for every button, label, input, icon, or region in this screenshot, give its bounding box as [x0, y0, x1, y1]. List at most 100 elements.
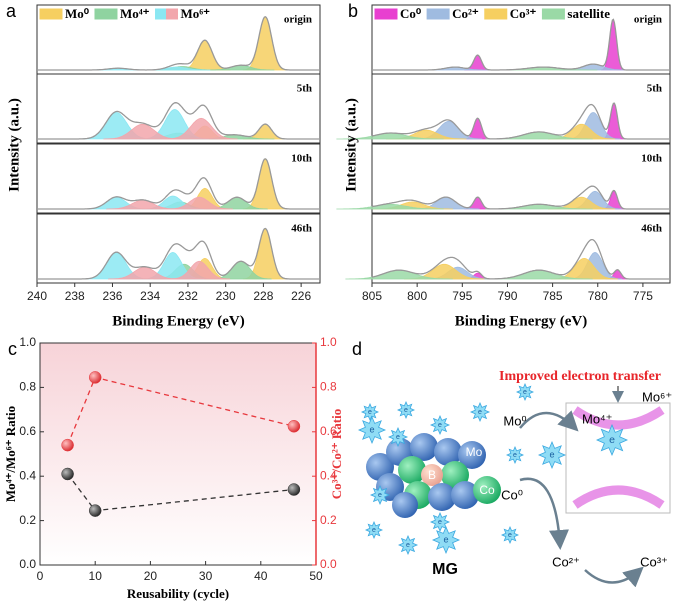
subplot-label: 10th — [291, 153, 312, 165]
y-axis-label: Mo⁴⁺/Mo⁶⁺ Ratio — [3, 406, 18, 502]
state-label: Mo⁶⁺ — [642, 389, 672, 404]
panel-letter: b — [348, 1, 358, 21]
fit-envelope — [372, 18, 670, 71]
legend-swatch — [166, 8, 179, 20]
electron-label: e — [443, 534, 448, 544]
state-label: Co²⁺ — [552, 554, 580, 569]
electron-label: e — [513, 452, 517, 459]
electron — [431, 525, 461, 555]
material-label: MG — [432, 561, 458, 578]
y2-tick-label: 0.0 — [320, 557, 337, 571]
subplot-label: 5th — [647, 83, 662, 95]
x-tick-label: 800 — [407, 289, 427, 303]
x-tick-label: 20 — [144, 569, 158, 583]
subplot-frame — [36, 143, 321, 214]
y-tick-label: 0.6 — [19, 424, 36, 438]
legend-swatch — [155, 8, 168, 20]
atom-label: B — [428, 468, 436, 482]
fit-peak — [103, 123, 182, 140]
y-tick-label: 0.8 — [19, 380, 36, 394]
electron — [360, 402, 380, 422]
subplot-label: origin — [284, 14, 312, 26]
legend-swatch — [39, 8, 63, 20]
x-tick-label: 230 — [216, 289, 236, 303]
data-point — [61, 467, 74, 481]
x-tick-label: 805 — [362, 289, 382, 303]
x-axis-label: Reusability (cycle) — [127, 586, 229, 601]
fit-peak — [179, 40, 231, 71]
electron — [369, 484, 391, 506]
x-tick-label: 232 — [178, 289, 198, 303]
electron — [469, 401, 491, 423]
diagram-title: Improved electron transfer — [499, 369, 661, 384]
electron — [429, 414, 451, 436]
electron-label: e — [438, 519, 442, 526]
x-tick-label: 795 — [452, 289, 472, 303]
y2-tick-label: 0.2 — [320, 513, 337, 527]
x-tick-label: 790 — [497, 289, 517, 303]
y2-tick-label: 1.0 — [320, 335, 337, 349]
fit-envelope — [37, 102, 320, 140]
y2-axis-label: Co³⁺/Co²⁺ Ratio — [329, 409, 344, 500]
data-point — [287, 420, 301, 433]
data-point — [61, 438, 74, 452]
state-label: Co³⁺ — [640, 554, 668, 569]
electron-label: e — [478, 409, 482, 416]
electron — [397, 534, 419, 556]
x-tick-label: 10 — [89, 569, 103, 583]
fit-envelope — [37, 158, 320, 210]
fit-peak — [600, 19, 626, 71]
electron-label: e — [404, 407, 408, 414]
x-tick-label: 40 — [254, 569, 268, 583]
electron — [396, 400, 416, 420]
legend-label: Mo⁴⁺ — [120, 6, 150, 21]
x-tick-label: 238 — [65, 289, 85, 303]
legend-swatch — [426, 8, 450, 20]
state-label: Co⁰ — [501, 487, 523, 502]
atom-label: Co — [479, 483, 495, 497]
fit-peak — [242, 16, 289, 71]
data-point — [287, 483, 301, 496]
subplot-label: origin — [634, 14, 662, 26]
x-tick-label: 780 — [588, 289, 608, 303]
electron-label: e — [523, 389, 527, 396]
legend-label: satellite — [567, 6, 610, 21]
electron-label: e — [406, 542, 410, 549]
cluster — [366, 433, 501, 518]
fit-envelope — [371, 185, 670, 210]
fit-envelope — [37, 15, 320, 71]
panel-letter: c — [8, 339, 17, 359]
electron — [500, 525, 520, 545]
x-tick-label: 236 — [102, 289, 122, 303]
subplot-frame — [371, 73, 671, 144]
electron — [537, 440, 567, 470]
x-axis-label: Binding Energy (eV) — [455, 313, 588, 329]
fit-peak — [168, 260, 231, 280]
y-axis-label: Intensity (a.u.) — [6, 98, 22, 192]
electron-label: e — [508, 532, 512, 539]
arrow — [572, 485, 665, 509]
x-axis-label: Binding Energy (eV) — [112, 313, 245, 329]
subplot-frame — [371, 143, 671, 214]
panel-letter: a — [6, 1, 17, 21]
electron-label: e — [438, 422, 442, 429]
data-point — [88, 504, 102, 517]
y-tick-label: 0.4 — [19, 468, 36, 482]
fit-peak — [242, 158, 289, 210]
subplot-label: 46th — [291, 223, 312, 235]
y2-tick-label: 0.6 — [320, 424, 337, 438]
legend-swatch — [374, 8, 398, 20]
x-tick-label: 785 — [543, 289, 563, 303]
fit-envelope — [371, 102, 670, 140]
x-tick-label: 775 — [633, 289, 653, 303]
y2-tick-label: 0.8 — [320, 380, 337, 394]
y-axis-label: Intensity (a.u.) — [343, 98, 359, 192]
subplot-label: 10th — [641, 153, 662, 165]
x-tick-label: 0 — [37, 569, 44, 583]
subplot-frame — [36, 73, 321, 144]
diagram: d Improved electron transfer B Mo Co MG … — [352, 339, 672, 588]
electron-label: e — [372, 527, 376, 534]
y-tick-label: 1.0 — [19, 335, 36, 349]
legend-label: Mo⁰ — [65, 6, 90, 21]
